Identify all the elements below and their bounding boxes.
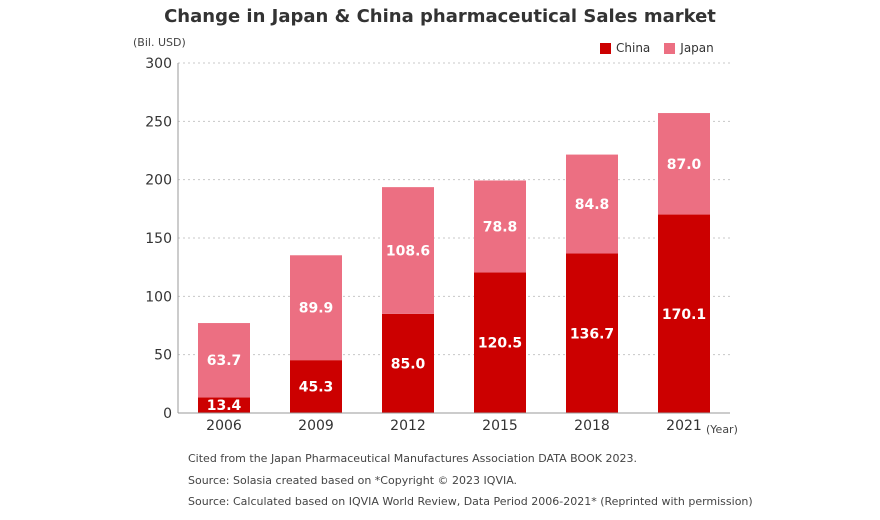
bar-japan-2006 [198, 323, 250, 398]
y-tick-label: 150 [145, 231, 172, 247]
x-tick-label: 2015 [482, 418, 518, 434]
data-label-china: 45.3 [299, 380, 334, 396]
data-label-japan: 63.7 [207, 353, 242, 369]
data-label-china: 85.0 [391, 356, 426, 372]
bar-japan-2009 [290, 255, 342, 361]
bar-japan-2021 [658, 113, 710, 215]
legend-swatch-china [600, 42, 611, 54]
y-tick-label: 0 [163, 406, 172, 422]
chart-title: Change in Japan & China pharmaceutical S… [164, 6, 716, 27]
data-label-japan: 84.8 [575, 197, 610, 213]
data-label-japan: 87.0 [667, 157, 702, 173]
legend-swatch-japan [664, 42, 676, 54]
x-tick-label: 2021 [666, 418, 702, 434]
x-tick-label: 2009 [298, 418, 334, 434]
legend-item-japan: Japan [664, 41, 714, 55]
bar-china-2018 [566, 253, 618, 413]
axes: 0 50 100 150 200 250 300 2006 2009 2012 2015 2018 20… [145, 56, 738, 436]
data-labels: 13.4 63.7 45.3 89.9 85.0 108.6 120.5 78.8 136.7 8… [207, 157, 706, 414]
data-label-china: 13.4 [207, 398, 242, 414]
data-label-china: 136.7 [570, 326, 614, 342]
bars [198, 113, 710, 413]
source-note: Source: Calculated based on IQVIA World … [188, 495, 753, 508]
bar-japan-2015 [474, 180, 526, 273]
bar-japan-2018 [566, 154, 618, 254]
bar-china-2015 [474, 272, 526, 413]
y-tick-label: 200 [145, 173, 172, 189]
x-tick-label: 2018 [574, 418, 610, 434]
x-tick-label: 2006 [206, 418, 242, 434]
data-label-japan: 78.8 [483, 219, 518, 235]
bar-chart: 0 50 100 150 200 250 300 2006 2009 2012 2015 2018 20… [145, 56, 738, 436]
y-tick-label: 250 [145, 114, 172, 130]
bar-china-2009 [290, 360, 342, 413]
x-axis-unit-label: (Year) [706, 423, 738, 436]
y-tick-label: 300 [145, 56, 172, 72]
y-tick-label: 50 [154, 348, 172, 364]
legend-label-china: China [616, 41, 651, 55]
y-tick-label: 100 [145, 289, 172, 305]
data-label-china: 120.5 [478, 336, 522, 352]
x-tick-label: 2012 [390, 418, 426, 434]
data-label-china: 170.1 [662, 307, 706, 323]
bar-china-2006 [198, 397, 250, 413]
bar-china-2021 [658, 214, 710, 413]
y-axis-unit-label: (Bil. USD) [133, 36, 186, 49]
data-label-japan: 89.9 [299, 301, 334, 317]
legend-item-china: China [600, 41, 650, 55]
source-notes: Cited from the Japan Pharmaceutical Manu… [188, 448, 753, 513]
legend: China Japan [600, 41, 728, 55]
gridlines [178, 62, 730, 356]
bar-china-2012 [382, 313, 434, 413]
data-label-japan: 108.6 [386, 243, 430, 259]
source-note: Cited from the Japan Pharmaceutical Manu… [188, 452, 637, 465]
source-note: Source: Solasia created based on *Copyri… [188, 473, 518, 487]
bar-japan-2012 [382, 187, 434, 314]
legend-label-japan: Japan [680, 41, 714, 55]
